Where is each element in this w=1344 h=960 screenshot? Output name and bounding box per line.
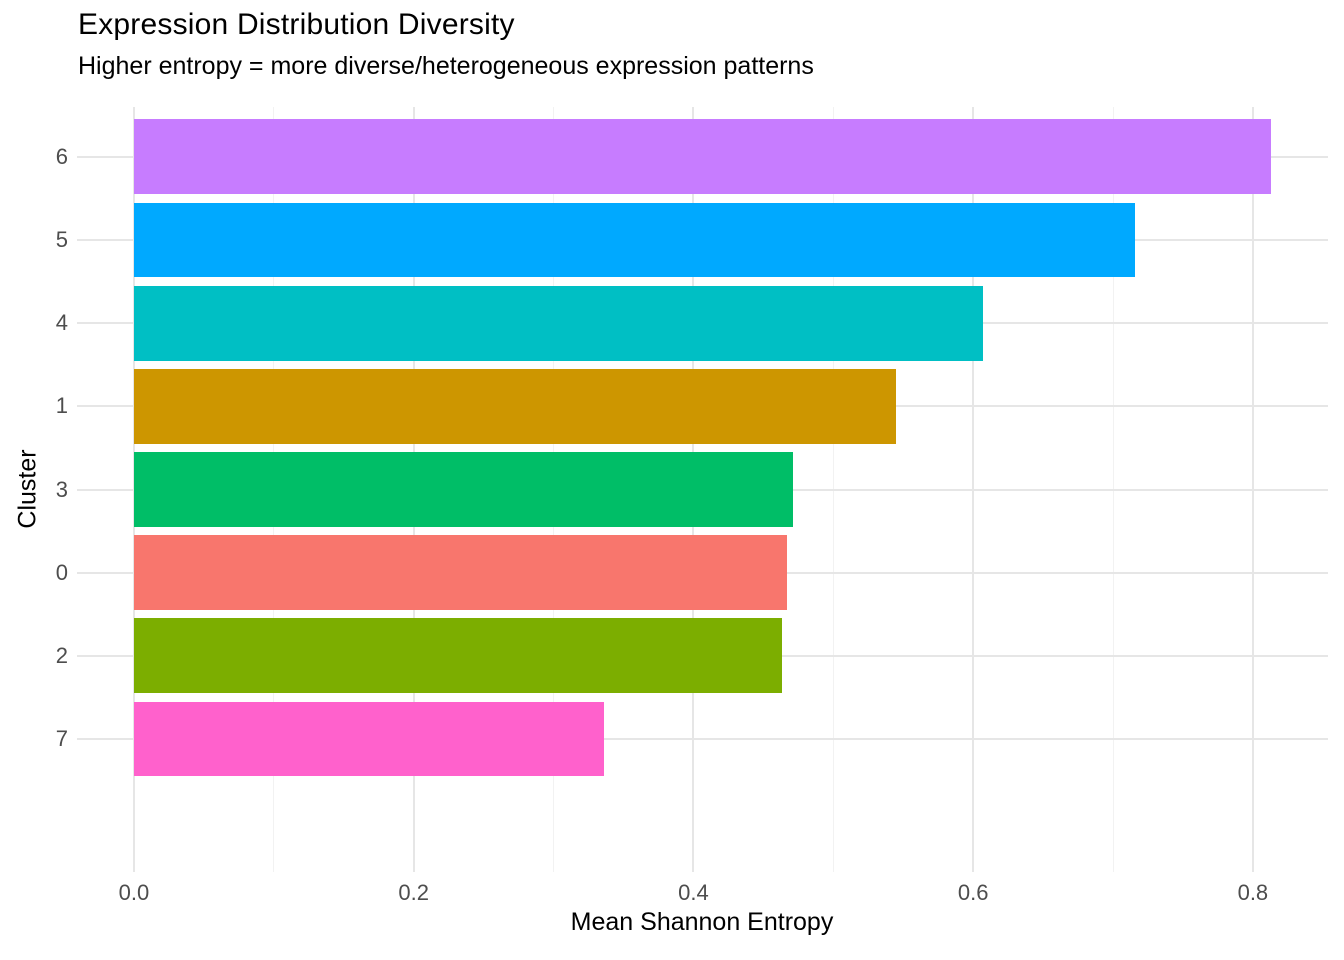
y-axis-tick-label: 0 bbox=[55, 559, 68, 585]
y-axis-tick-label: 5 bbox=[55, 227, 68, 253]
y-axis-tick-label: 7 bbox=[55, 725, 68, 751]
y-axis-tick-label: 1 bbox=[55, 393, 68, 419]
bar-cluster-0 bbox=[133, 535, 788, 611]
y-axis-title: Cluster bbox=[13, 449, 42, 529]
bar-cluster-5 bbox=[133, 202, 1136, 278]
grid-line-y-major bbox=[77, 737, 1328, 740]
y-axis-tick-label: 2 bbox=[55, 642, 68, 668]
bar-cluster-6 bbox=[133, 119, 1272, 195]
y-axis-tick-label: 6 bbox=[55, 143, 68, 169]
chart-title: Expression Distribution Diversity bbox=[78, 8, 515, 41]
plot-panel bbox=[77, 107, 1328, 872]
chart-subtitle: Higher entropy = more diverse/heterogene… bbox=[78, 52, 814, 80]
bar-cluster-1 bbox=[133, 368, 897, 444]
x-axis-tick-label: 0.0 bbox=[118, 880, 150, 905]
y-axis-tick-label: 4 bbox=[55, 310, 68, 336]
x-axis-tick-label: 0.4 bbox=[678, 880, 709, 905]
bar-cluster-4 bbox=[133, 285, 983, 361]
x-axis-tick-label: 0.2 bbox=[398, 880, 429, 905]
x-axis-tick-label: 0.8 bbox=[1237, 880, 1269, 905]
y-axis-tick-label: 3 bbox=[55, 476, 68, 502]
bar-cluster-7 bbox=[133, 701, 604, 777]
bar-cluster-2 bbox=[133, 618, 782, 694]
x-axis-tick-label: 0.6 bbox=[957, 880, 989, 905]
bar-cluster-3 bbox=[133, 452, 793, 527]
x-axis-title: Mean Shannon Entropy bbox=[570, 908, 834, 936]
